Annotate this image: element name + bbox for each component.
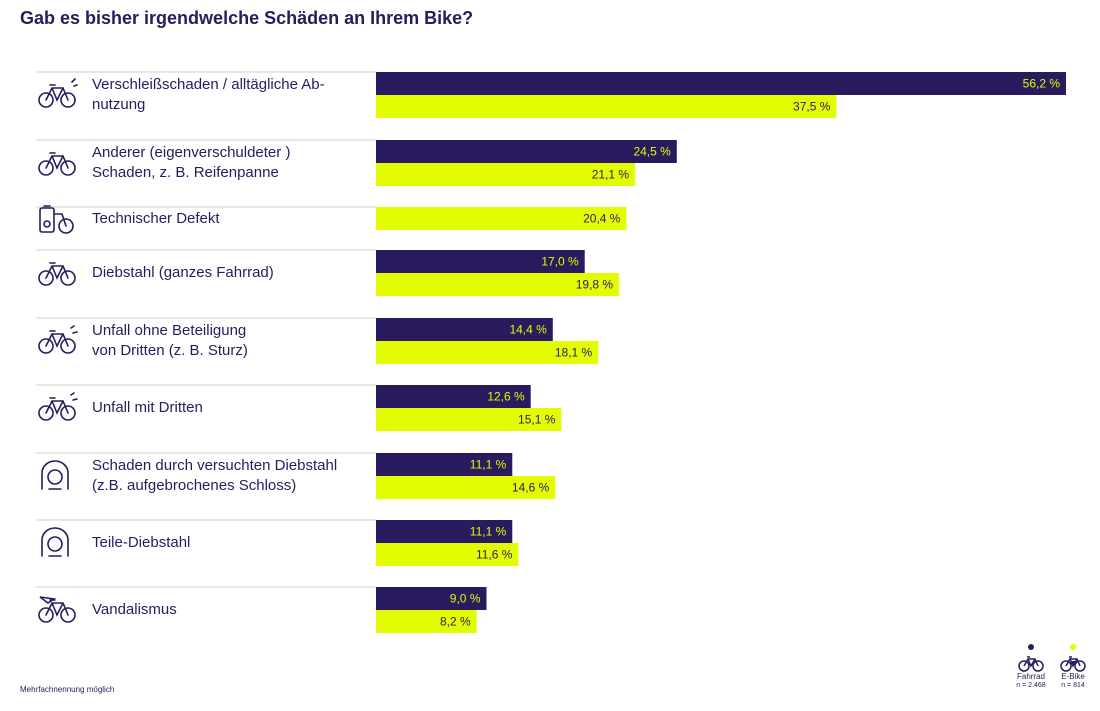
category-label: Teile-Diebstahl (92, 534, 191, 551)
legend-dot-ebike (1070, 644, 1076, 650)
bar-value-label: 24,5 % (633, 145, 671, 159)
category-label: Technischer Defekt (92, 209, 220, 227)
legend-n-ebike: n = 814 (1061, 682, 1085, 689)
bar-ebike (376, 341, 599, 364)
fall-accident-icon (38, 325, 78, 354)
bar-fahrrad (376, 72, 1066, 95)
bar-ebike (376, 408, 562, 431)
bar-value-label: 17,0 % (541, 255, 579, 269)
bar-value-label: 12,6 % (487, 390, 525, 404)
bar-ebike (376, 273, 620, 296)
category-label: Schaden durch versuchten Diebstahl (z.B.… (92, 457, 338, 494)
legend-item-ebike: E-Bike n = 814 (1056, 644, 1090, 690)
bar-value-label: 20,4 % (583, 212, 621, 226)
bar-fahrrad (376, 250, 585, 273)
legend-dot-fahrrad (1028, 644, 1034, 650)
bar-value-label: 8,2 % (440, 615, 471, 629)
legend-label-fahrrad: Fahrrad (1016, 672, 1045, 681)
bar-fahrrad (376, 587, 487, 610)
category-label: Anderer (eigenverschuldeter ) Schaden, z… (92, 144, 291, 181)
collision-icon (38, 392, 78, 421)
vandalism-icon (38, 596, 76, 623)
bar-value-label: 21,1 % (592, 168, 630, 182)
category-label: Diebstahl (ganzes Fahrrad) (92, 264, 274, 281)
category-label: Verschleißschaden / alltägliche Ab- nutz… (92, 76, 325, 113)
legend-item-fahrrad: Fahrrad n = 2.468 (1014, 644, 1048, 690)
bar-value-label: 15,1 % (518, 413, 556, 427)
bar-ebike (376, 543, 519, 566)
bar-value-label: 11,1 % (470, 525, 507, 539)
bar-value-label: 19,8 % (576, 278, 614, 292)
battery-defect-icon (39, 204, 74, 234)
bar-fahrrad (376, 520, 513, 543)
bar-fahrrad (376, 453, 513, 476)
parts-theft-icon (41, 527, 69, 557)
bar-value-label: 14,4 % (509, 323, 547, 337)
broken-lock-icon (41, 460, 69, 490)
flat-tire-bike-icon (38, 152, 76, 176)
bar-fahrrad (376, 318, 553, 341)
bar-ebike (376, 207, 627, 230)
bar-fahrrad (376, 385, 531, 408)
chart-title: Gab es bisher irgendwelche Schäden an Ih… (20, 8, 474, 28)
bar-value-label: 11,1 % (470, 458, 507, 472)
bar-fahrrad (376, 140, 677, 163)
legend-label-ebike: E-Bike (1061, 672, 1085, 681)
bar-ebike (376, 95, 837, 118)
bar-value-label: 14,6 % (512, 481, 550, 495)
category-label: Unfall ohne Beteiligung von Dritten (z. … (92, 322, 248, 359)
category-label: Vandalismus (92, 601, 177, 618)
bar-value-label: 9,0 % (450, 592, 481, 606)
bar-ebike (376, 476, 556, 499)
bar-ebike (376, 610, 477, 633)
category-label: Unfall mit Dritten (92, 399, 203, 416)
ebike-icon (1060, 656, 1086, 672)
bar-value-label: 37,5 % (793, 100, 831, 114)
footnote: Mehrfachnennung möglich (20, 685, 115, 694)
legend-n-fahrrad: n = 2.468 (1016, 682, 1046, 689)
bar-value-label: 56,2 % (1023, 77, 1061, 91)
worn-bike-icon (38, 78, 78, 108)
bar-value-label: 11,6 % (476, 548, 513, 562)
bike-icon (1018, 656, 1044, 672)
bar-value-label: 18,1 % (555, 346, 593, 360)
stolen-bike-icon (38, 262, 76, 286)
bar-ebike (376, 163, 636, 186)
